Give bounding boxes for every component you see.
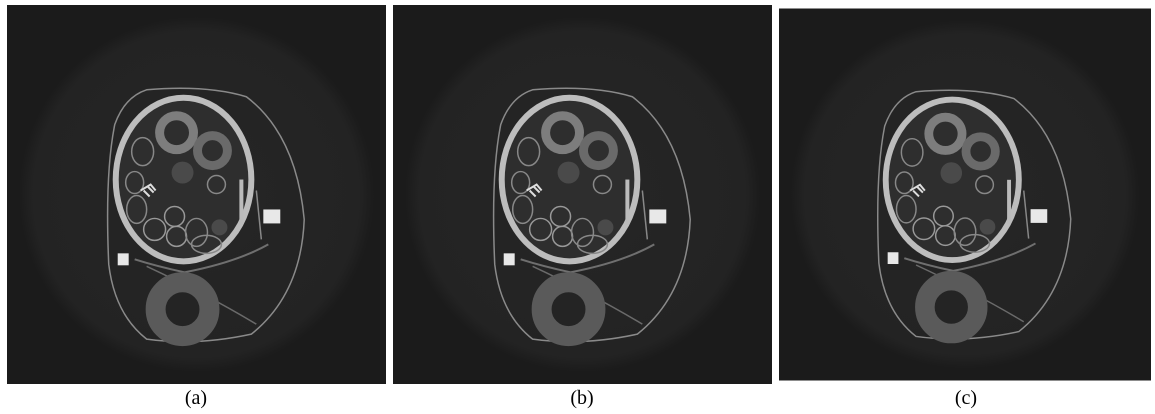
panel-label: (b) [570, 387, 593, 409]
panel-label: (c) [955, 387, 977, 409]
image-a [7, 5, 386, 384]
panel-label: (a) [185, 387, 207, 409]
image-b [393, 5, 772, 384]
figure: (a) (b) (c) [0, 0, 1155, 414]
image-c [779, 9, 1151, 381]
